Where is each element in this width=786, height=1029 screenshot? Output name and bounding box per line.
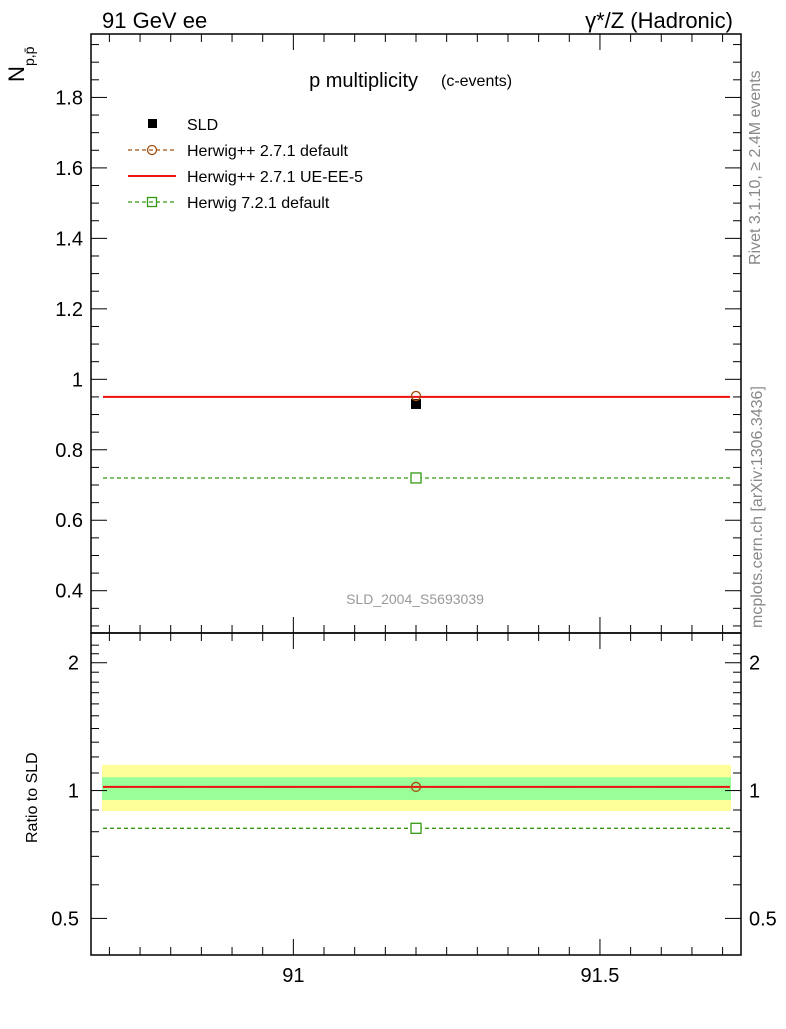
y-tick-label: 1.6 [55, 158, 83, 180]
legend-item-herwig-default: Herwig++ 2.7.1 default [128, 143, 349, 160]
legend-label: SLD [187, 117, 218, 134]
process-label: γ*/Z (Hadronic) [585, 8, 733, 33]
y-tick-label-right: 1 [749, 781, 760, 803]
legend-item-sld: SLD [148, 117, 218, 134]
plot-title: p multiplicity [309, 70, 418, 92]
y-tick-label: 1 [72, 369, 83, 391]
x-tick-label: 91 [282, 965, 304, 987]
y-tick-label: 1.2 [55, 299, 83, 321]
data-point-sld [411, 398, 421, 409]
legend-marker-filled-square [148, 119, 157, 128]
ratio-marker-herwig7 [410, 822, 422, 834]
y-axis-label: N [4, 66, 29, 82]
legend-label: Herwig 7.2.1 default [187, 195, 330, 212]
ratio-y-axis: 0.5 0.5 1 1 2 2 [51, 644, 777, 930]
legend-label: Herwig++ 2.7.1 default [187, 143, 349, 160]
ratio-marker-herwig-default [410, 781, 422, 793]
main-y-axis: 0.4 0.6 0.8 1 1.2 1.4 1.6 1.8 [55, 44, 741, 627]
legend-marker-open-circle [146, 144, 158, 156]
legend-label: Herwig++ 2.7.1 UE-EE-5 [187, 169, 363, 186]
y-tick-label: 1.4 [55, 228, 83, 250]
y-tick-label: 0.8 [55, 440, 83, 462]
legend-item-herwig7: Herwig 7.2.1 default [128, 195, 330, 212]
x-tick-label: 91.5 [580, 965, 619, 987]
rivet-label: Rivet 3.1.10, ≥ 2.4M events [747, 70, 764, 265]
y-tick-label: 1 [68, 781, 79, 803]
ratio-series-markers [410, 781, 422, 834]
y-tick-label: 0.5 [51, 908, 79, 930]
ratio-panel: 0.5 0.5 1 1 2 2 91 91.5 Ratio to SLD [24, 632, 777, 987]
y-axis-label-subscript: p,p̄ [21, 46, 37, 66]
legend-marker-open-square [146, 196, 158, 208]
main-x-ticks [108, 34, 724, 633]
main-series-markers [410, 390, 422, 484]
legend: SLD Herwig++ 2.7.1 default Herwig++ 2.7.… [128, 117, 363, 212]
mcplots-label: mcplots.cern.ch [arXiv:1306.3436] [749, 386, 766, 628]
marker-herwig-default [410, 390, 422, 402]
y-tick-label: 1.8 [55, 87, 83, 109]
main-panel: p multiplicity (c-events) SLD_2004_S5693… [4, 33, 742, 634]
marker-herwig7 [410, 472, 422, 484]
band-1sigma [102, 777, 731, 801]
ratio-y-axis-label: Ratio to SLD [24, 752, 41, 843]
main-y-axis-label: N p,p̄ [4, 46, 37, 82]
y-tick-label: 0.6 [55, 510, 83, 532]
main-series-lines [103, 395, 730, 479]
legend-item-herwig-ue: Herwig++ 2.7.1 UE-EE-5 [128, 169, 363, 186]
ratio-series-lines [103, 785, 730, 829]
plot-title-suffix: (c-events) [441, 73, 512, 90]
energy-label: 91 GeV ee [102, 8, 207, 33]
y-tick-label-right: 2 [749, 653, 760, 675]
ratio-x-axis: 91 91.5 [108, 633, 724, 987]
y-tick-label: 0.4 [55, 581, 83, 603]
analysis-watermark: SLD_2004_S5693039 [346, 591, 484, 607]
y-tick-label: 2 [68, 653, 79, 675]
y-tick-label-right: 0.5 [749, 908, 777, 930]
ratio-frame [90, 632, 742, 956]
